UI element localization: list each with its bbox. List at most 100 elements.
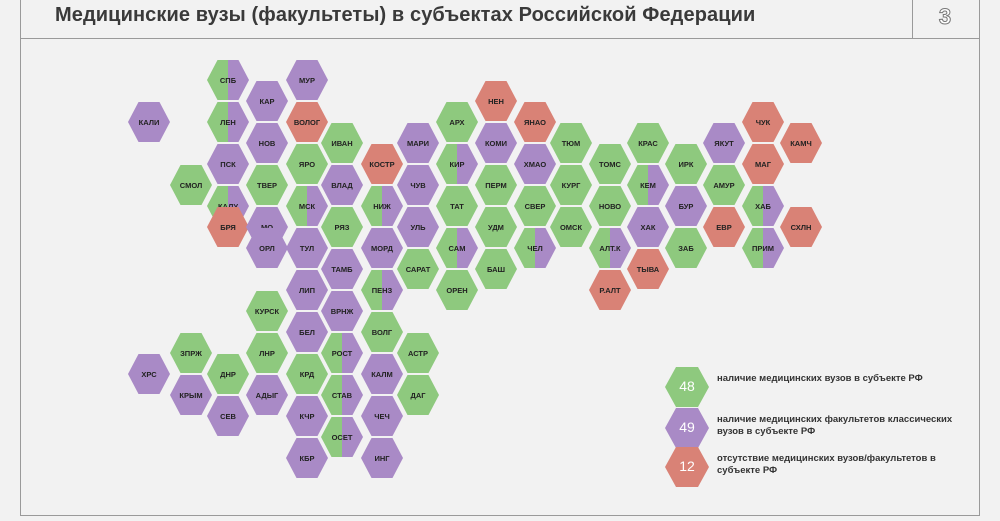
region-hex-shape (170, 375, 212, 415)
region-label: ВЛАД (331, 181, 353, 190)
region-label: МО (261, 223, 273, 232)
legend-hex-shape (665, 367, 709, 407)
region-hex-half-green (321, 333, 342, 373)
region-hex-shape (589, 186, 631, 226)
region-hex-shape (246, 333, 288, 373)
region-hex-чук: ЧУК (742, 102, 784, 142)
region-hex-орен: ОРЕН (436, 270, 478, 310)
region-label: АМУР (713, 181, 734, 190)
region-hex-хаб: ХАБ (742, 186, 784, 226)
region-label: КРАС (638, 139, 658, 148)
region-hex-shape (361, 312, 403, 352)
header-divider (20, 38, 980, 39)
region-label: ЗПРЖ (180, 349, 202, 358)
region-label: САРАТ (406, 265, 431, 274)
region-hex-крд: КРД (286, 354, 328, 394)
region-hex-shape (361, 396, 403, 436)
page-number-divider (912, 0, 913, 38)
legend-text: наличие медицинских вузов в субъекте РФ (717, 373, 923, 384)
region-label: КЧР (299, 412, 314, 421)
region-hex-shape (665, 144, 707, 184)
region-hex-shape (514, 186, 556, 226)
region-hex-зпрж: ЗПРЖ (170, 333, 212, 373)
region-label: ЗАБ (678, 244, 694, 253)
region-label: ЧУК (756, 118, 771, 127)
region-hex-мур: МУР (286, 60, 328, 100)
region-hex-shape (475, 249, 517, 289)
region-label: КУРГ (562, 181, 581, 190)
region-hex-half-purple (457, 228, 478, 268)
region-hex-shape (703, 207, 745, 247)
region-hex-shape (321, 291, 363, 331)
legend-item-no-medical: 12 отсутствие медицинских вузов/факульте… (665, 447, 985, 487)
region-hex-shape (286, 144, 328, 184)
legend-hex-red (665, 447, 709, 487)
region-hex-врнж: ВРНЖ (321, 291, 363, 331)
region-label: ДНР (220, 370, 236, 379)
region-hex-камч: КАМЧ (780, 123, 822, 163)
region-label: ПРИМ (752, 244, 774, 253)
region-hex-чув: ЧУВ (397, 165, 439, 205)
region-hex-half-green (514, 228, 535, 268)
region-hex-амур: АМУР (703, 165, 745, 205)
page-title: Медицинские вузы (факультеты) в субъекта… (55, 4, 756, 26)
region-hex-shape (550, 123, 592, 163)
region-hex-shape (703, 165, 745, 205)
region-hex-shape (321, 249, 363, 289)
region-hex-нен: НЕН (475, 81, 517, 121)
region-hex-shape (589, 144, 631, 184)
region-label: БРЯ (220, 223, 236, 232)
region-label: ЧЕЧ (374, 412, 390, 421)
region-label: КЕМ (640, 181, 656, 190)
region-hex-смол: СМОЛ (170, 165, 212, 205)
region-hex-half-green (207, 102, 228, 142)
region-label: ЛИП (299, 286, 315, 295)
legend-text: наличие медицинских факультетов классиче… (717, 414, 953, 437)
region-hex-чел: ЧЕЛ (514, 228, 556, 268)
region-hex-half-green (589, 228, 610, 268)
region-hex-лнр: ЛНР (246, 333, 288, 373)
region-label: КБР (300, 454, 315, 463)
region-hex-баш: БАШ (475, 249, 517, 289)
region-label: НЕН (488, 97, 504, 106)
region-hex-хмао: ХМАО (514, 144, 556, 184)
region-hex-ралт: Р.АЛТ (589, 270, 631, 310)
region-label: БУР (679, 202, 694, 211)
region-label: ВОЛОГ (294, 118, 321, 127)
region-hex-ниж: НИЖ (361, 186, 403, 226)
region-hex-костр: КОСТР (361, 144, 403, 184)
region-label: ЕВР (716, 223, 731, 232)
region-hex-half-green (286, 186, 307, 226)
region-label: ИНГ (374, 454, 390, 463)
region-hex-став: СТАВ (321, 375, 363, 415)
region-hex-half-purple (342, 333, 363, 373)
region-hex-shape (286, 312, 328, 352)
region-label: ВОЛГ (372, 328, 393, 337)
region-label: НОВО (599, 202, 621, 211)
region-hex-shape (780, 207, 822, 247)
region-hex-half-purple (457, 144, 478, 184)
region-hex-нов: НОВ (246, 123, 288, 163)
region-label: ЯРО (299, 160, 315, 169)
region-label: ХАК (641, 223, 656, 232)
region-hex-сев: СЕВ (207, 396, 249, 436)
region-hex-shape (170, 165, 212, 205)
region-hex-тамб: ТАМБ (321, 249, 363, 289)
region-hex-shape (436, 186, 478, 226)
region-hex-алтк: АЛТ.К (589, 228, 631, 268)
region-hex-half-purple (610, 228, 631, 268)
region-hex-маг: МАГ (742, 144, 784, 184)
region-hex-мари: МАРИ (397, 123, 439, 163)
region-hex-даг: ДАГ (397, 375, 439, 415)
region-hex-shape (321, 165, 363, 205)
legend-count: 48 (679, 378, 695, 394)
region-hex-тюм: ТЮМ (550, 123, 592, 163)
region-label: АРХ (449, 118, 464, 127)
legend-hex-shape (665, 447, 709, 487)
region-label: ЯКУТ (714, 139, 734, 148)
region-hex-калм: КАЛМ (361, 354, 403, 394)
region-label: ХМАО (524, 160, 547, 169)
region-hex-shape (627, 207, 669, 247)
region-hex-янао: ЯНАО (514, 102, 556, 142)
legend-count: 49 (679, 419, 695, 435)
